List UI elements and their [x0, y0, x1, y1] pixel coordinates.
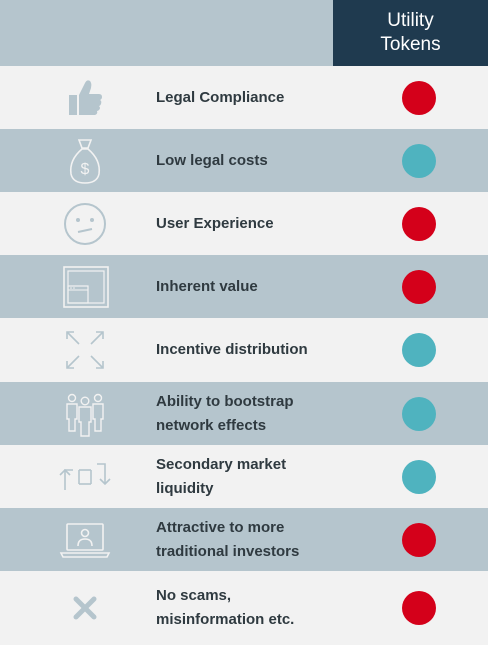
column-header-line2: Tokens: [380, 34, 441, 55]
row-label: Incentive distribution: [156, 341, 308, 358]
status-dot-red: [402, 269, 436, 304]
table-row: Ability to bootstrap network effects: [0, 382, 488, 445]
row-label: Attractive to more traditional investors: [156, 516, 356, 564]
row-label: Ability to bootstrap network effects: [156, 390, 356, 438]
confused-face-icon: [50, 198, 120, 250]
expand-arrows-icon: [50, 324, 120, 376]
thumbs-up-icon: [50, 72, 120, 124]
row-label-line1: No scams,: [156, 587, 232, 604]
table-header: Utility Tokens: [0, 0, 488, 66]
row-label: Legal Compliance: [156, 88, 285, 106]
row-label-line2: misinformation etc.: [156, 611, 295, 628]
status-dot-red: [402, 80, 436, 115]
status-dot-red: [402, 522, 436, 557]
table-row: Legal Compliance: [0, 66, 488, 129]
row-label: User Experience: [156, 214, 274, 232]
row-label-line1: Ability to bootstrap: [156, 392, 294, 410]
row-label-line1: Secondary market: [156, 455, 287, 473]
table-row: $ Low legal costs: [0, 129, 488, 192]
row-label: No scams, misinformation etc.: [156, 584, 356, 632]
row-label-line2: traditional investors: [156, 542, 300, 560]
money-bag-icon: $: [50, 135, 120, 187]
column-header-line1: Utility: [387, 10, 434, 31]
cross-icon: [50, 582, 120, 634]
row-label-line2: network effects: [156, 416, 267, 434]
column-header-utility-tokens: Utility Tokens: [333, 0, 488, 66]
table-row: User Experience: [0, 192, 488, 255]
status-dot-teal: [402, 143, 436, 178]
row-label: Low legal costs: [156, 151, 268, 169]
table-row: Incentive distribution: [0, 318, 488, 382]
group-people-icon: [50, 388, 120, 440]
table-row: Inherent value: [0, 255, 488, 318]
table-row: No scams, misinformation etc.: [0, 571, 488, 645]
status-dot-red: [402, 206, 436, 241]
exchange-arrows-icon: [50, 451, 120, 503]
svg-text:$: $: [81, 161, 90, 178]
table-row: Attractive to more traditional investors: [0, 508, 488, 571]
row-label: Secondary market liquidity: [156, 453, 356, 501]
status-dot-teal: [402, 333, 436, 367]
row-label-line2: liquidity: [156, 479, 214, 497]
status-dot-teal: [402, 396, 436, 431]
status-dot-red: [402, 591, 436, 625]
laptop-user-icon: [50, 514, 120, 566]
table-row: Secondary market liquidity: [0, 445, 488, 508]
row-label: Inherent value: [156, 277, 258, 295]
status-dot-teal: [402, 459, 436, 494]
row-label-line1: Attractive to more: [156, 518, 285, 536]
browser-window-icon: [50, 261, 120, 313]
